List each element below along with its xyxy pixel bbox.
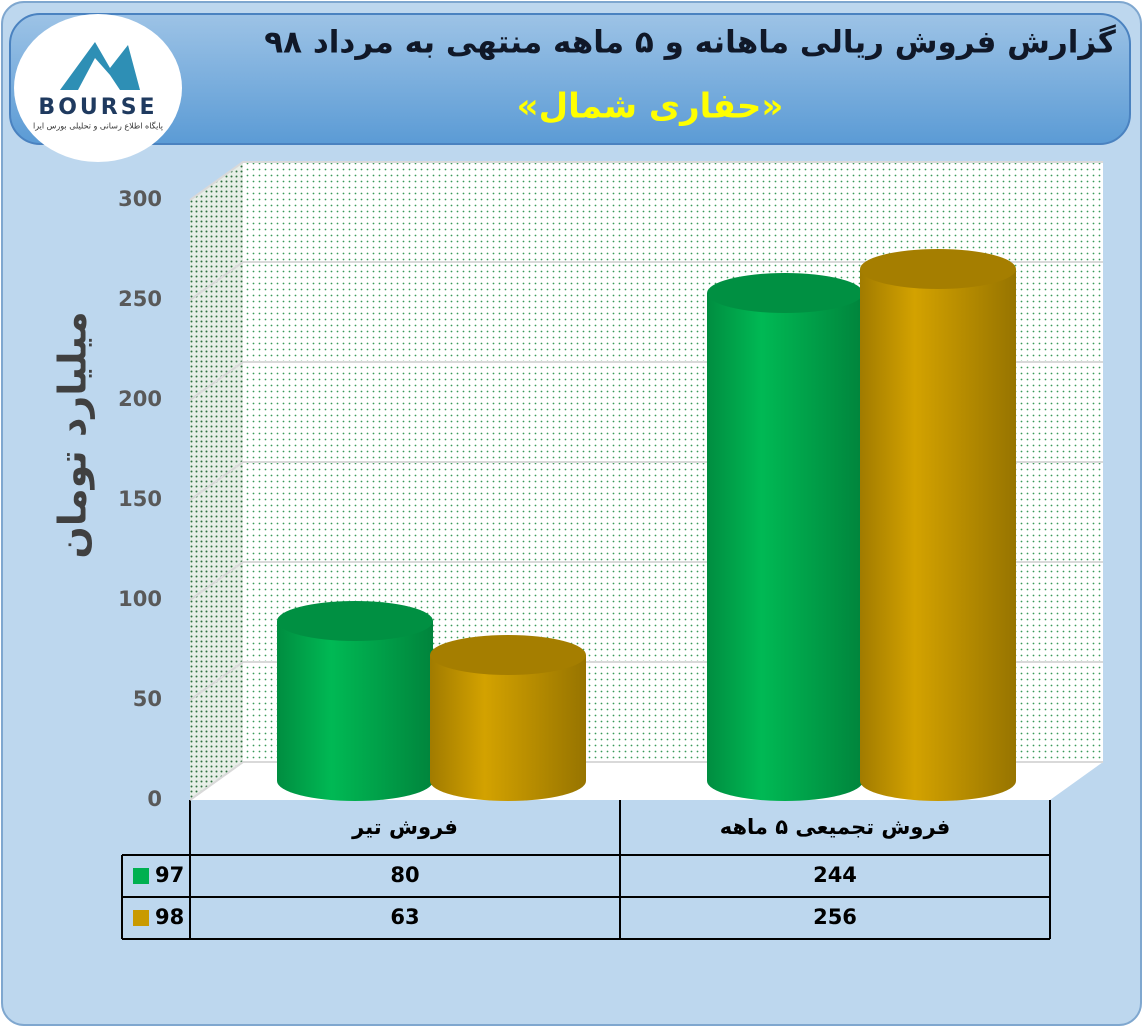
legend-swatch bbox=[133, 910, 149, 926]
table-value: 63 bbox=[390, 905, 419, 929]
category-label: فروش تیر bbox=[351, 815, 458, 839]
bar bbox=[430, 655, 586, 801]
data-table: فروش تیر 80 63 فروش تجمیعی ۵ ماهه 244 256 97 98 bbox=[121, 800, 1051, 940]
grid-line bbox=[189, 161, 1103, 201]
legend-label: 97 bbox=[155, 863, 184, 887]
y-tick-label: 100 bbox=[118, 587, 162, 611]
logo-mark bbox=[60, 42, 140, 90]
bar-top bbox=[277, 601, 433, 641]
bar bbox=[277, 621, 433, 801]
legend-label: 98 bbox=[155, 905, 184, 929]
chart-title: گزارش فروش ریالی ماهانه و ۵ ماهه منتهی ب… bbox=[264, 24, 1116, 61]
bar bbox=[860, 269, 1016, 801]
y-axis-label: میلیارد تومان bbox=[51, 311, 95, 558]
bar-top bbox=[430, 635, 586, 675]
y-tick-label: 300 bbox=[118, 187, 162, 211]
y-tick-label: 50 bbox=[133, 687, 162, 711]
y-tick-label: 200 bbox=[118, 387, 162, 411]
y-tick-label: 0 bbox=[147, 787, 162, 811]
y-tick-label: 250 bbox=[118, 287, 162, 311]
logo-tagline: پایگاه اطلاع رسانی و تحلیلی بورس ایرا bbox=[33, 121, 163, 131]
y-tick-label: 150 bbox=[118, 487, 162, 511]
grid-line bbox=[189, 261, 1103, 301]
table-value: 256 bbox=[813, 905, 857, 929]
header-band bbox=[9, 13, 1131, 145]
category-label: فروش تجمیعی ۵ ماهه bbox=[720, 815, 951, 839]
table-value: 80 bbox=[390, 863, 419, 887]
bar-top bbox=[707, 273, 863, 313]
bar bbox=[707, 293, 863, 801]
bar-top bbox=[860, 249, 1016, 289]
chart-subtitle: «حفاری شمال» bbox=[517, 87, 784, 127]
logo-text: BOURSE bbox=[38, 95, 157, 120]
logo-background bbox=[14, 14, 182, 162]
table-value: 244 bbox=[813, 863, 857, 887]
legend-swatch bbox=[133, 868, 149, 884]
